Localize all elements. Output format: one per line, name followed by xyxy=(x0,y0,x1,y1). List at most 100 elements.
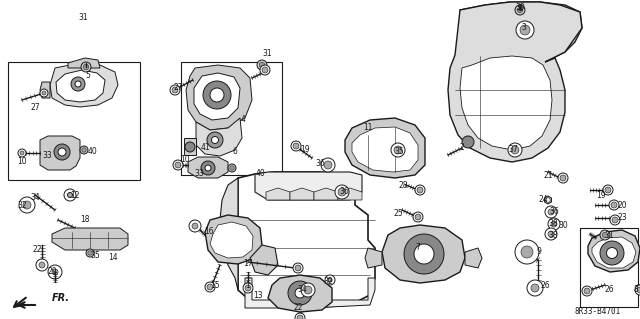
Text: 34: 34 xyxy=(30,194,40,203)
Circle shape xyxy=(338,188,346,196)
Circle shape xyxy=(551,221,557,227)
Circle shape xyxy=(82,148,86,152)
Polygon shape xyxy=(238,172,375,308)
Circle shape xyxy=(67,192,72,197)
Text: 41: 41 xyxy=(200,144,210,152)
Circle shape xyxy=(207,284,213,290)
Circle shape xyxy=(210,88,224,102)
Circle shape xyxy=(325,275,335,285)
Circle shape xyxy=(515,5,525,15)
Text: 13: 13 xyxy=(253,291,263,300)
Text: 1: 1 xyxy=(246,280,250,290)
Polygon shape xyxy=(365,248,382,268)
Circle shape xyxy=(245,285,251,291)
Circle shape xyxy=(415,185,425,195)
Circle shape xyxy=(508,143,522,157)
Polygon shape xyxy=(545,196,552,204)
Text: 35: 35 xyxy=(90,251,100,261)
Polygon shape xyxy=(68,58,100,68)
Circle shape xyxy=(521,246,533,258)
Text: 7: 7 xyxy=(415,243,420,253)
Text: 33: 33 xyxy=(42,152,52,160)
Circle shape xyxy=(600,241,624,265)
Circle shape xyxy=(462,136,474,148)
Circle shape xyxy=(404,234,444,274)
Text: 2: 2 xyxy=(460,144,465,152)
Circle shape xyxy=(609,200,619,210)
Text: 37: 37 xyxy=(508,145,518,154)
Polygon shape xyxy=(220,178,238,290)
Circle shape xyxy=(328,278,332,282)
Polygon shape xyxy=(290,188,314,200)
Text: 32: 32 xyxy=(17,201,27,210)
Text: 36: 36 xyxy=(339,188,349,197)
Text: 26: 26 xyxy=(604,286,614,294)
Circle shape xyxy=(414,244,434,264)
Circle shape xyxy=(243,283,253,293)
Text: 10: 10 xyxy=(17,158,27,167)
Polygon shape xyxy=(460,56,552,150)
Circle shape xyxy=(170,85,180,95)
Circle shape xyxy=(88,251,92,255)
Circle shape xyxy=(548,209,554,215)
Text: 19: 19 xyxy=(300,145,310,154)
Polygon shape xyxy=(266,188,290,200)
Text: 6: 6 xyxy=(232,147,237,157)
Polygon shape xyxy=(50,63,118,107)
Text: 25: 25 xyxy=(393,210,403,219)
Circle shape xyxy=(602,232,608,238)
Circle shape xyxy=(293,263,303,273)
Text: 28: 28 xyxy=(398,181,408,189)
Circle shape xyxy=(295,313,305,319)
Text: 27: 27 xyxy=(173,84,183,93)
Circle shape xyxy=(531,284,539,292)
Circle shape xyxy=(603,185,613,195)
Circle shape xyxy=(545,206,557,218)
Circle shape xyxy=(172,87,178,93)
Circle shape xyxy=(205,165,211,171)
Circle shape xyxy=(516,21,534,39)
Text: 31: 31 xyxy=(604,231,614,240)
Polygon shape xyxy=(188,157,228,178)
Polygon shape xyxy=(250,245,278,275)
Circle shape xyxy=(75,81,81,87)
Text: 15: 15 xyxy=(210,280,220,290)
Circle shape xyxy=(228,164,236,172)
Circle shape xyxy=(584,288,590,294)
Text: 40: 40 xyxy=(255,169,265,179)
Circle shape xyxy=(295,265,301,271)
Text: 11: 11 xyxy=(364,123,372,132)
Polygon shape xyxy=(52,228,128,250)
Circle shape xyxy=(189,220,201,232)
Polygon shape xyxy=(382,225,465,283)
Polygon shape xyxy=(186,65,252,130)
Circle shape xyxy=(293,143,299,149)
Circle shape xyxy=(605,187,611,193)
Circle shape xyxy=(295,288,305,298)
Polygon shape xyxy=(40,82,50,98)
Circle shape xyxy=(211,137,218,144)
Circle shape xyxy=(39,262,45,268)
Circle shape xyxy=(262,67,268,73)
Circle shape xyxy=(201,161,215,175)
Circle shape xyxy=(20,151,24,155)
Polygon shape xyxy=(255,172,362,200)
Circle shape xyxy=(207,132,223,148)
Text: 10: 10 xyxy=(180,155,190,165)
Circle shape xyxy=(558,173,568,183)
Text: 8: 8 xyxy=(634,286,638,294)
Text: 39: 39 xyxy=(515,4,525,12)
Text: 38: 38 xyxy=(548,219,558,227)
Circle shape xyxy=(42,91,46,95)
Circle shape xyxy=(288,281,312,305)
Circle shape xyxy=(259,62,265,68)
Circle shape xyxy=(19,197,35,213)
Circle shape xyxy=(511,146,519,154)
Circle shape xyxy=(205,282,215,292)
Circle shape xyxy=(23,201,31,209)
Text: 27: 27 xyxy=(30,103,40,113)
Text: 35: 35 xyxy=(394,146,404,155)
Circle shape xyxy=(304,286,312,294)
Polygon shape xyxy=(245,278,375,308)
Circle shape xyxy=(203,81,231,109)
